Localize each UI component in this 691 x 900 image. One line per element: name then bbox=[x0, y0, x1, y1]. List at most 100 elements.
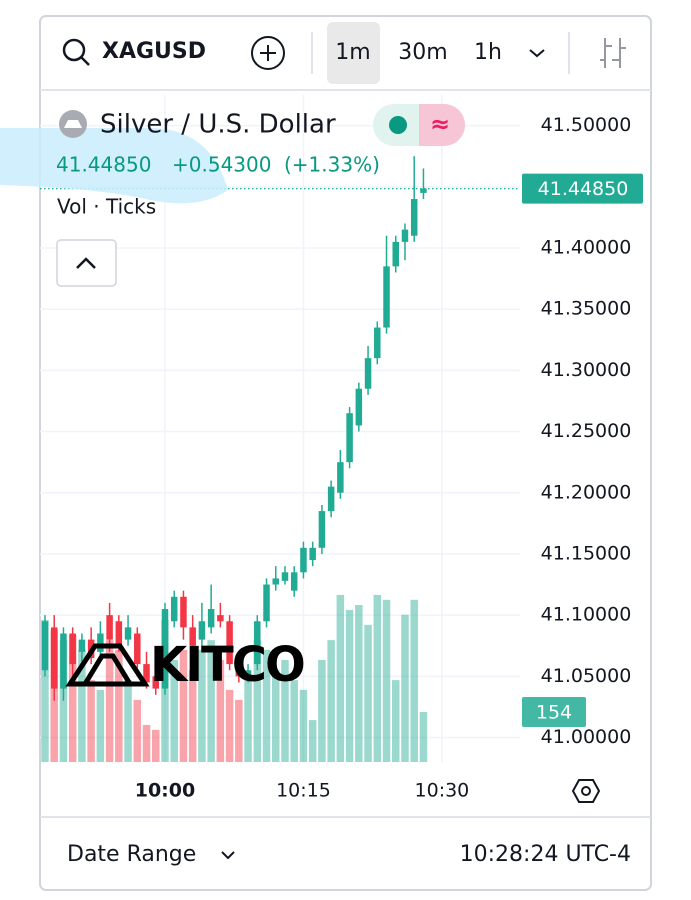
search-icon[interactable] bbox=[62, 38, 86, 62]
chart-type-icon[interactable] bbox=[600, 38, 626, 68]
candle-body bbox=[420, 188, 427, 193]
volume-bar bbox=[336, 594, 345, 762]
volume-bar bbox=[152, 729, 160, 762]
y-tick-label: 41.40000 bbox=[541, 236, 632, 258]
candle-body bbox=[355, 388, 363, 426]
volume-bar bbox=[327, 640, 335, 762]
volume-bar bbox=[170, 659, 178, 762]
interval-selected[interactable] bbox=[327, 22, 380, 84]
volume-bar bbox=[281, 659, 289, 762]
y-tick-label: 41.05000 bbox=[541, 665, 632, 687]
y-tick-label: 41.15000 bbox=[541, 542, 632, 564]
interval[interactable]: 1m bbox=[335, 40, 370, 65]
x-tick-label: 10:30 bbox=[415, 780, 470, 802]
candle-body bbox=[78, 639, 86, 652]
x-tick-label: 10:00 bbox=[135, 780, 195, 802]
toolbar: XAGUSD 1m 30m 1h bbox=[40, 22, 651, 91]
volume-bar bbox=[392, 680, 400, 762]
chart-title: Silver / U.S. Dollar bbox=[100, 110, 336, 140]
candle-body bbox=[170, 596, 178, 622]
candle-body bbox=[115, 621, 123, 646]
add-button[interactable] bbox=[251, 36, 285, 70]
candle-body bbox=[152, 676, 160, 689]
volume-bar bbox=[419, 711, 428, 762]
y-tick-label: 41.30000 bbox=[541, 359, 632, 381]
candle-body bbox=[235, 664, 243, 677]
candle-body bbox=[327, 486, 335, 512]
volume-bar bbox=[410, 599, 418, 762]
volume-bar bbox=[41, 619, 49, 762]
candle-body bbox=[189, 627, 196, 646]
candle-body bbox=[392, 241, 400, 267]
candle-body bbox=[161, 609, 169, 689]
volume-bar bbox=[188, 670, 197, 762]
candle-body bbox=[318, 511, 326, 548]
volume-bar bbox=[299, 689, 308, 762]
volume-bar bbox=[105, 640, 114, 762]
highlight bbox=[0, 128, 228, 204]
change-percent: (+1.33%) bbox=[284, 153, 380, 177]
volume-badge-label: 154 bbox=[536, 701, 572, 723]
indicator-label: Vol · Ticks bbox=[57, 195, 156, 219]
volume-bar bbox=[59, 640, 68, 762]
volume-badge bbox=[522, 696, 586, 727]
volume-bar bbox=[207, 640, 215, 762]
volume-bar bbox=[272, 670, 280, 762]
candle-body bbox=[272, 578, 280, 585]
volume-bar bbox=[235, 699, 243, 762]
candle-body bbox=[401, 229, 409, 242]
candle-body bbox=[106, 615, 113, 640]
collapse-button[interactable] bbox=[56, 239, 117, 287]
candle-body bbox=[337, 462, 344, 493]
candle-body bbox=[263, 584, 270, 622]
interval-dropdown[interactable] bbox=[529, 49, 545, 58]
candle-body bbox=[124, 627, 132, 640]
volume-bar bbox=[290, 680, 298, 762]
y-tick-label: 41.00000 bbox=[541, 726, 632, 748]
volume-bar bbox=[142, 724, 151, 762]
interval[interactable]: 30m bbox=[398, 40, 447, 65]
y-tick-label: 41.20000 bbox=[541, 481, 632, 503]
y-tick-label: 41.35000 bbox=[541, 298, 632, 320]
symbol[interactable]: XAGUSD bbox=[102, 39, 206, 64]
candle-body bbox=[198, 621, 206, 640]
volume-bar bbox=[115, 649, 123, 762]
price-badge bbox=[522, 173, 643, 204]
volume-bar bbox=[244, 680, 252, 762]
legend: Silver / U.S. Dollar ≈ 41.44850 +0.54300… bbox=[0, 104, 465, 287]
volume-bar bbox=[318, 659, 326, 762]
watermark: KITCO bbox=[65, 637, 306, 693]
volume-bar bbox=[253, 640, 262, 762]
date-range[interactable]: Date Range bbox=[67, 842, 196, 867]
y-tick-label: 41.50000 bbox=[541, 114, 632, 136]
settings-icon[interactable] bbox=[571, 779, 601, 803]
candle-body bbox=[207, 609, 215, 628]
watermark-text: KITCO bbox=[150, 637, 304, 693]
candle-body bbox=[41, 621, 49, 671]
volume-bar bbox=[308, 720, 317, 762]
volume-bar bbox=[198, 649, 206, 762]
candle-body bbox=[281, 572, 289, 581]
realtime-icon: ≈ bbox=[430, 110, 450, 138]
interval[interactable]: 1h bbox=[474, 40, 502, 65]
volume-bar bbox=[345, 609, 354, 762]
candle-body bbox=[374, 327, 381, 359]
volume-bar bbox=[68, 634, 77, 762]
volume-bar bbox=[401, 614, 409, 762]
candle-body bbox=[346, 413, 353, 463]
candle-body bbox=[134, 633, 141, 665]
clock: 10:28:24 UTC-4 bbox=[460, 842, 631, 867]
volume-bar bbox=[133, 699, 142, 762]
volume-bar bbox=[355, 605, 363, 762]
card bbox=[39, 15, 652, 891]
volume-bar bbox=[179, 649, 188, 762]
candle-body bbox=[50, 627, 58, 689]
volume-bar bbox=[364, 624, 372, 762]
candle-body bbox=[69, 633, 76, 665]
volume-bar bbox=[225, 689, 234, 762]
candle-body bbox=[254, 621, 261, 665]
plot-area: 41.00000 41.05000 41.10000 41.15000 41.20000… bbox=[40, 95, 643, 802]
volume-bar bbox=[78, 649, 86, 762]
candle-body bbox=[410, 199, 418, 236]
candle-body bbox=[60, 633, 67, 689]
